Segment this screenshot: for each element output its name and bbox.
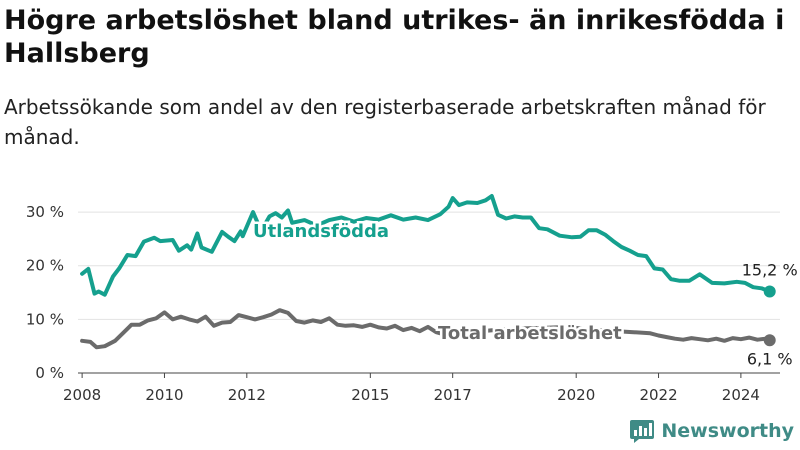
newsworthy-logo-icon	[630, 420, 655, 443]
y-tick-label: 30 %	[26, 203, 64, 221]
y-tick-label: 10 %	[26, 310, 64, 328]
x-tick-label: 2008	[63, 386, 101, 404]
series-line-utlandsfodda	[80, 194, 772, 297]
chart-subtitle: Arbetssökande som andel av den registerb…	[4, 95, 766, 149]
newsworthy-logo: Newsworthy	[629, 416, 794, 446]
series-lines	[80, 194, 776, 350]
series-name-utlandsfodda: Utlandsfödda	[253, 221, 389, 242]
series-end-point	[763, 334, 776, 347]
x-tick-label: 2022	[639, 386, 677, 404]
newsworthy-logo-text: Newsworthy	[661, 420, 794, 442]
x-tick-label: 2012	[228, 386, 266, 404]
series-line-total	[80, 308, 772, 350]
x-tick-label: 2017	[434, 386, 472, 404]
x-tick-label: 2015	[351, 386, 389, 404]
y-tick-label: 20 %	[26, 257, 64, 275]
series-end-label: 6,1 %	[747, 349, 793, 368]
y-tick-label: 0 %	[35, 364, 64, 382]
gridlines	[78, 211, 780, 374]
series-end-label: 15,2 %	[742, 260, 798, 279]
x-tick-label: 2010	[145, 386, 183, 404]
series-name-total: Total arbetslöshet	[438, 323, 622, 344]
x-axis: 2008 2010 2012 2015 2017 2020 2022 2024	[63, 373, 760, 404]
chart-title: Högre arbetslöshet bland utrikes- än inr…	[4, 5, 785, 69]
x-tick-label: 2024	[722, 386, 760, 404]
y-axis: 0 % 10 % 20 % 30 %	[26, 203, 64, 382]
series-labels: 15,2 % 6,1 % Utlandsfödda Total arbetslöshe…	[251, 219, 798, 369]
series-end-point	[763, 285, 776, 298]
x-tick-label: 2020	[557, 386, 595, 404]
